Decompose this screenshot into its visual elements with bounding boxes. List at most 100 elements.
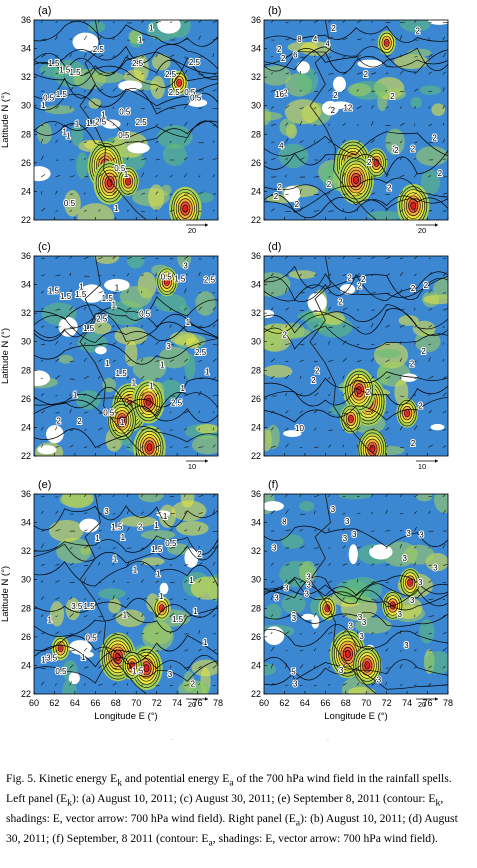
wind-vector bbox=[98, 88, 104, 92]
wind-vector bbox=[184, 579, 188, 583]
wind-vector bbox=[40, 426, 44, 431]
wind-vector bbox=[155, 613, 157, 617]
contour-label: 1 bbox=[149, 381, 154, 390]
wind-vector bbox=[371, 615, 376, 618]
wind-vector bbox=[126, 122, 129, 126]
shading-blob bbox=[158, 346, 190, 369]
panel-a: 111110.50.50.50.51.51.51.512.52.52.51.51… bbox=[0, 5, 219, 235]
wind-vector bbox=[212, 256, 214, 259]
wind-vector bbox=[342, 89, 345, 92]
contour-line bbox=[344, 650, 351, 658]
shading-gap bbox=[357, 59, 383, 69]
wind-vector bbox=[414, 72, 416, 75]
wind-vector bbox=[428, 37, 430, 41]
contour-line bbox=[264, 525, 448, 548]
wind-vector bbox=[212, 38, 218, 41]
contour-line bbox=[264, 150, 448, 176]
wind-vector bbox=[169, 71, 173, 75]
contour-line bbox=[399, 186, 428, 220]
wind-vector bbox=[385, 376, 391, 380]
wind-vector bbox=[385, 682, 387, 686]
contour-line bbox=[348, 414, 354, 423]
wind-vector bbox=[169, 665, 172, 669]
contour-line bbox=[140, 434, 159, 456]
shading-blob bbox=[416, 494, 433, 502]
wind-vector bbox=[83, 141, 87, 144]
wind-vector bbox=[414, 88, 419, 92]
contour-line bbox=[264, 177, 448, 198]
wind-vector bbox=[285, 157, 289, 161]
wind-vector bbox=[285, 650, 288, 652]
shading-gap bbox=[79, 518, 99, 533]
y-tick-label: 24 bbox=[21, 422, 31, 432]
wind-vector bbox=[385, 427, 390, 431]
contour-line bbox=[349, 377, 369, 404]
wind-vector bbox=[198, 410, 201, 414]
contour-label: 3 bbox=[410, 596, 415, 605]
contour-line bbox=[264, 304, 448, 334]
wind-vector bbox=[285, 55, 291, 58]
shading-blob bbox=[132, 356, 167, 381]
x-tick-label: 64 bbox=[300, 698, 310, 708]
shading-gap bbox=[34, 166, 51, 182]
wind-vector bbox=[198, 526, 201, 532]
wind-vector bbox=[169, 209, 175, 212]
wind-vector bbox=[55, 597, 60, 600]
contour-label: 3 bbox=[419, 530, 424, 539]
contour-line bbox=[34, 561, 218, 587]
wind-vector bbox=[299, 428, 303, 431]
wind-vector bbox=[69, 306, 73, 311]
wind-vector bbox=[141, 392, 145, 397]
wind-vector bbox=[69, 210, 72, 212]
wind-vector bbox=[371, 545, 374, 549]
wind-vector bbox=[299, 89, 302, 92]
wind-vector bbox=[69, 393, 71, 397]
wind-vector bbox=[371, 512, 374, 515]
shading-blob bbox=[161, 184, 172, 196]
wind-vector bbox=[328, 683, 331, 686]
wind-vector bbox=[112, 375, 118, 380]
wind-vector bbox=[169, 89, 175, 92]
wind-vector bbox=[371, 20, 373, 24]
wind-vector bbox=[270, 72, 274, 75]
wind-vector bbox=[328, 257, 331, 260]
wind-vector bbox=[155, 632, 159, 635]
reference-vector-head bbox=[435, 459, 438, 463]
wind-vector bbox=[371, 121, 374, 126]
wind-vector bbox=[399, 272, 404, 277]
contour-line bbox=[343, 408, 359, 429]
wind-vector bbox=[155, 512, 161, 515]
shading-gap bbox=[428, 20, 448, 25]
wind-vector bbox=[212, 140, 215, 144]
wind-vector bbox=[399, 21, 406, 24]
wind-vector bbox=[342, 307, 348, 311]
contour-line bbox=[383, 592, 403, 619]
wind-vector bbox=[428, 343, 431, 345]
wind-vector bbox=[69, 664, 74, 669]
wind-vector bbox=[442, 631, 447, 635]
shading-blob bbox=[108, 598, 121, 614]
wind-vector bbox=[285, 410, 289, 414]
hotspot-shading bbox=[344, 649, 351, 659]
border-line bbox=[79, 256, 147, 456]
contour-line bbox=[134, 382, 163, 422]
wind-vector bbox=[342, 290, 345, 294]
wind-vector bbox=[270, 580, 275, 583]
wind-vector bbox=[271, 343, 274, 345]
wind-vector bbox=[414, 289, 418, 294]
wind-vector bbox=[328, 158, 330, 161]
wind-vector bbox=[442, 342, 444, 345]
contour-line bbox=[360, 432, 385, 456]
wind-vector bbox=[328, 527, 330, 532]
wind-vector bbox=[112, 55, 116, 58]
contour-label: 1 bbox=[66, 132, 71, 141]
wind-vector bbox=[169, 175, 173, 178]
contour-label: 1.5 bbox=[83, 602, 95, 611]
wind-vector bbox=[414, 273, 417, 277]
y-tick-label: 26 bbox=[251, 158, 261, 168]
wind-vector bbox=[385, 632, 388, 635]
shading-blob bbox=[171, 500, 207, 521]
contour-label: 1 bbox=[186, 318, 191, 327]
wind-vector bbox=[342, 325, 346, 328]
wind-vector bbox=[371, 494, 374, 498]
